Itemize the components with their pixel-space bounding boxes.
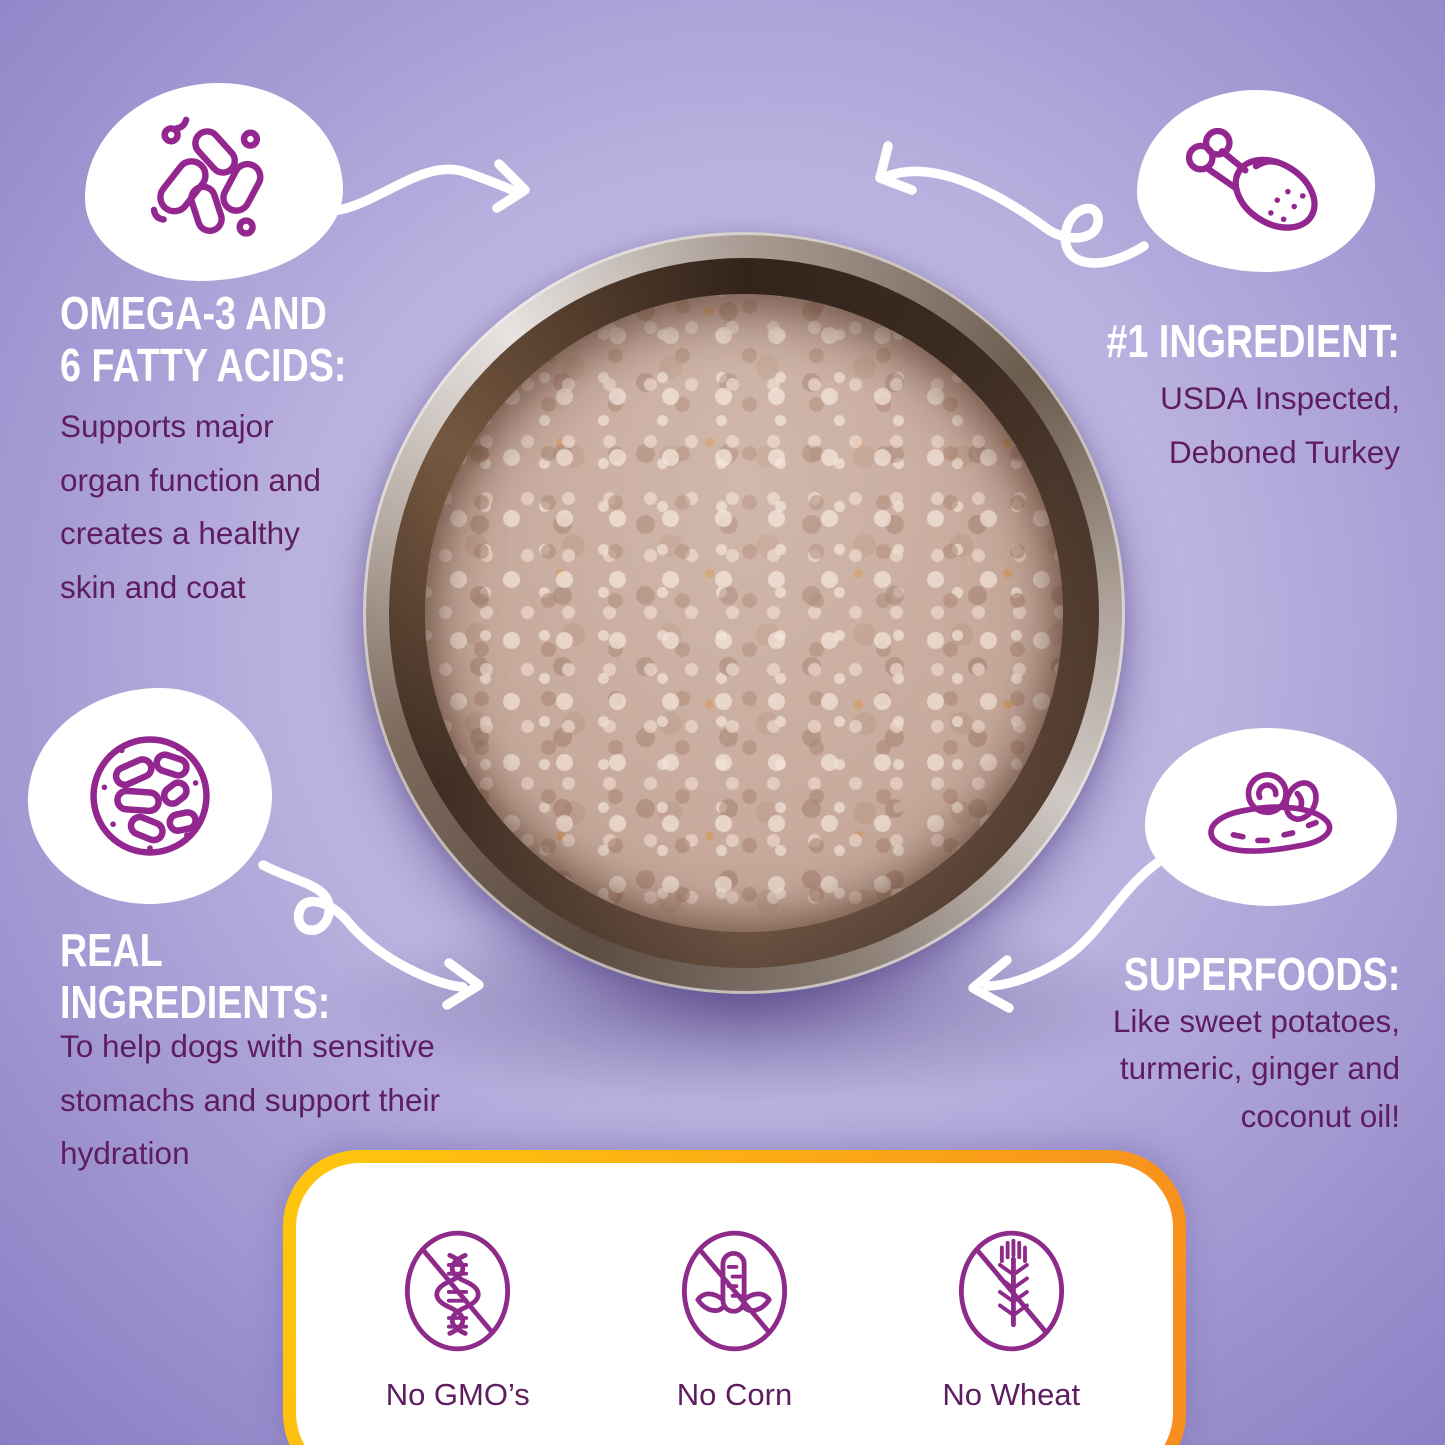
real-title-line1: REAL [60, 924, 163, 976]
ingredient-title: #1 INGREDIENT: [1106, 315, 1400, 367]
ground-turkey-food [425, 294, 1063, 932]
food-bowl-photo [363, 232, 1125, 994]
no-gmo-icon [405, 1230, 511, 1352]
superfoods-body: Like sweet potatoes, turmeric, ginger an… [1113, 998, 1400, 1140]
omega-title-line1: OMEGA-3 AND [60, 287, 327, 339]
turkey-drumstick-icon [1185, 127, 1318, 231]
omega-title-line2: 6 FATTY ACIDS: [60, 339, 347, 392]
badge-no-gmo: No GMO’s [343, 1217, 573, 1413]
sweet-potato-icon [1208, 771, 1333, 854]
arrow-superfoods-to-bowl [968, 855, 1166, 1013]
arrow-omega-to-bowl [292, 159, 530, 216]
ingredient-body: USDA Inspected, Deboned Turkey [1160, 372, 1400, 479]
ingredient-body-line2: Deboned Turkey [1168, 433, 1400, 470]
arrow-real-to-bowl [258, 860, 484, 1010]
callout-bubble-real-ingredients [28, 688, 272, 904]
real-ingredients-title: REAL INGREDIENTS: [60, 924, 330, 1029]
superfoods-body-line1: Like sweet potatoes, [1112, 1003, 1400, 1039]
ingredient-body-line1: USDA Inspected, [1160, 380, 1400, 416]
callout-bubble-superfoods [1145, 728, 1397, 906]
probiotic-ingredients-icon [90, 736, 210, 856]
no-wheat-label: No Wheat [942, 1377, 1081, 1412]
arrow-ingredient-to-bowl [875, 141, 1149, 268]
no-corn-label: No Corn [676, 1377, 793, 1412]
superfoods-title: SUPERFOODS: [1123, 948, 1400, 1000]
real-ingredients-body: To help dogs with sensitive stomachs and… [60, 1028, 440, 1172]
badge-no-corn: No Corn [620, 1217, 850, 1413]
superfoods-body-line2: turmeric, ginger and [1119, 1050, 1400, 1087]
callout-bubble-ingredient [1137, 90, 1375, 272]
omega-title: OMEGA-3 AND 6 FATTY ACIDS: [60, 287, 346, 392]
no-badges-box: No GMO’s No Corn [283, 1150, 1186, 1445]
no-badges-panel: No GMO’s No Corn [296, 1163, 1173, 1445]
real-title-line2: INGREDIENTS: [60, 976, 331, 1029]
fatty-acids-icon [150, 116, 264, 237]
no-wheat-icon [958, 1230, 1064, 1352]
badge-no-wheat: No Wheat [896, 1217, 1126, 1413]
omega-body: Supports major organ function and create… [60, 408, 321, 605]
no-corn-icon [681, 1230, 788, 1352]
superfoods-body-line3: coconut oil! [1240, 1097, 1400, 1134]
callout-bubble-omega [85, 83, 343, 281]
no-gmo-label: No GMO’s [385, 1377, 530, 1412]
